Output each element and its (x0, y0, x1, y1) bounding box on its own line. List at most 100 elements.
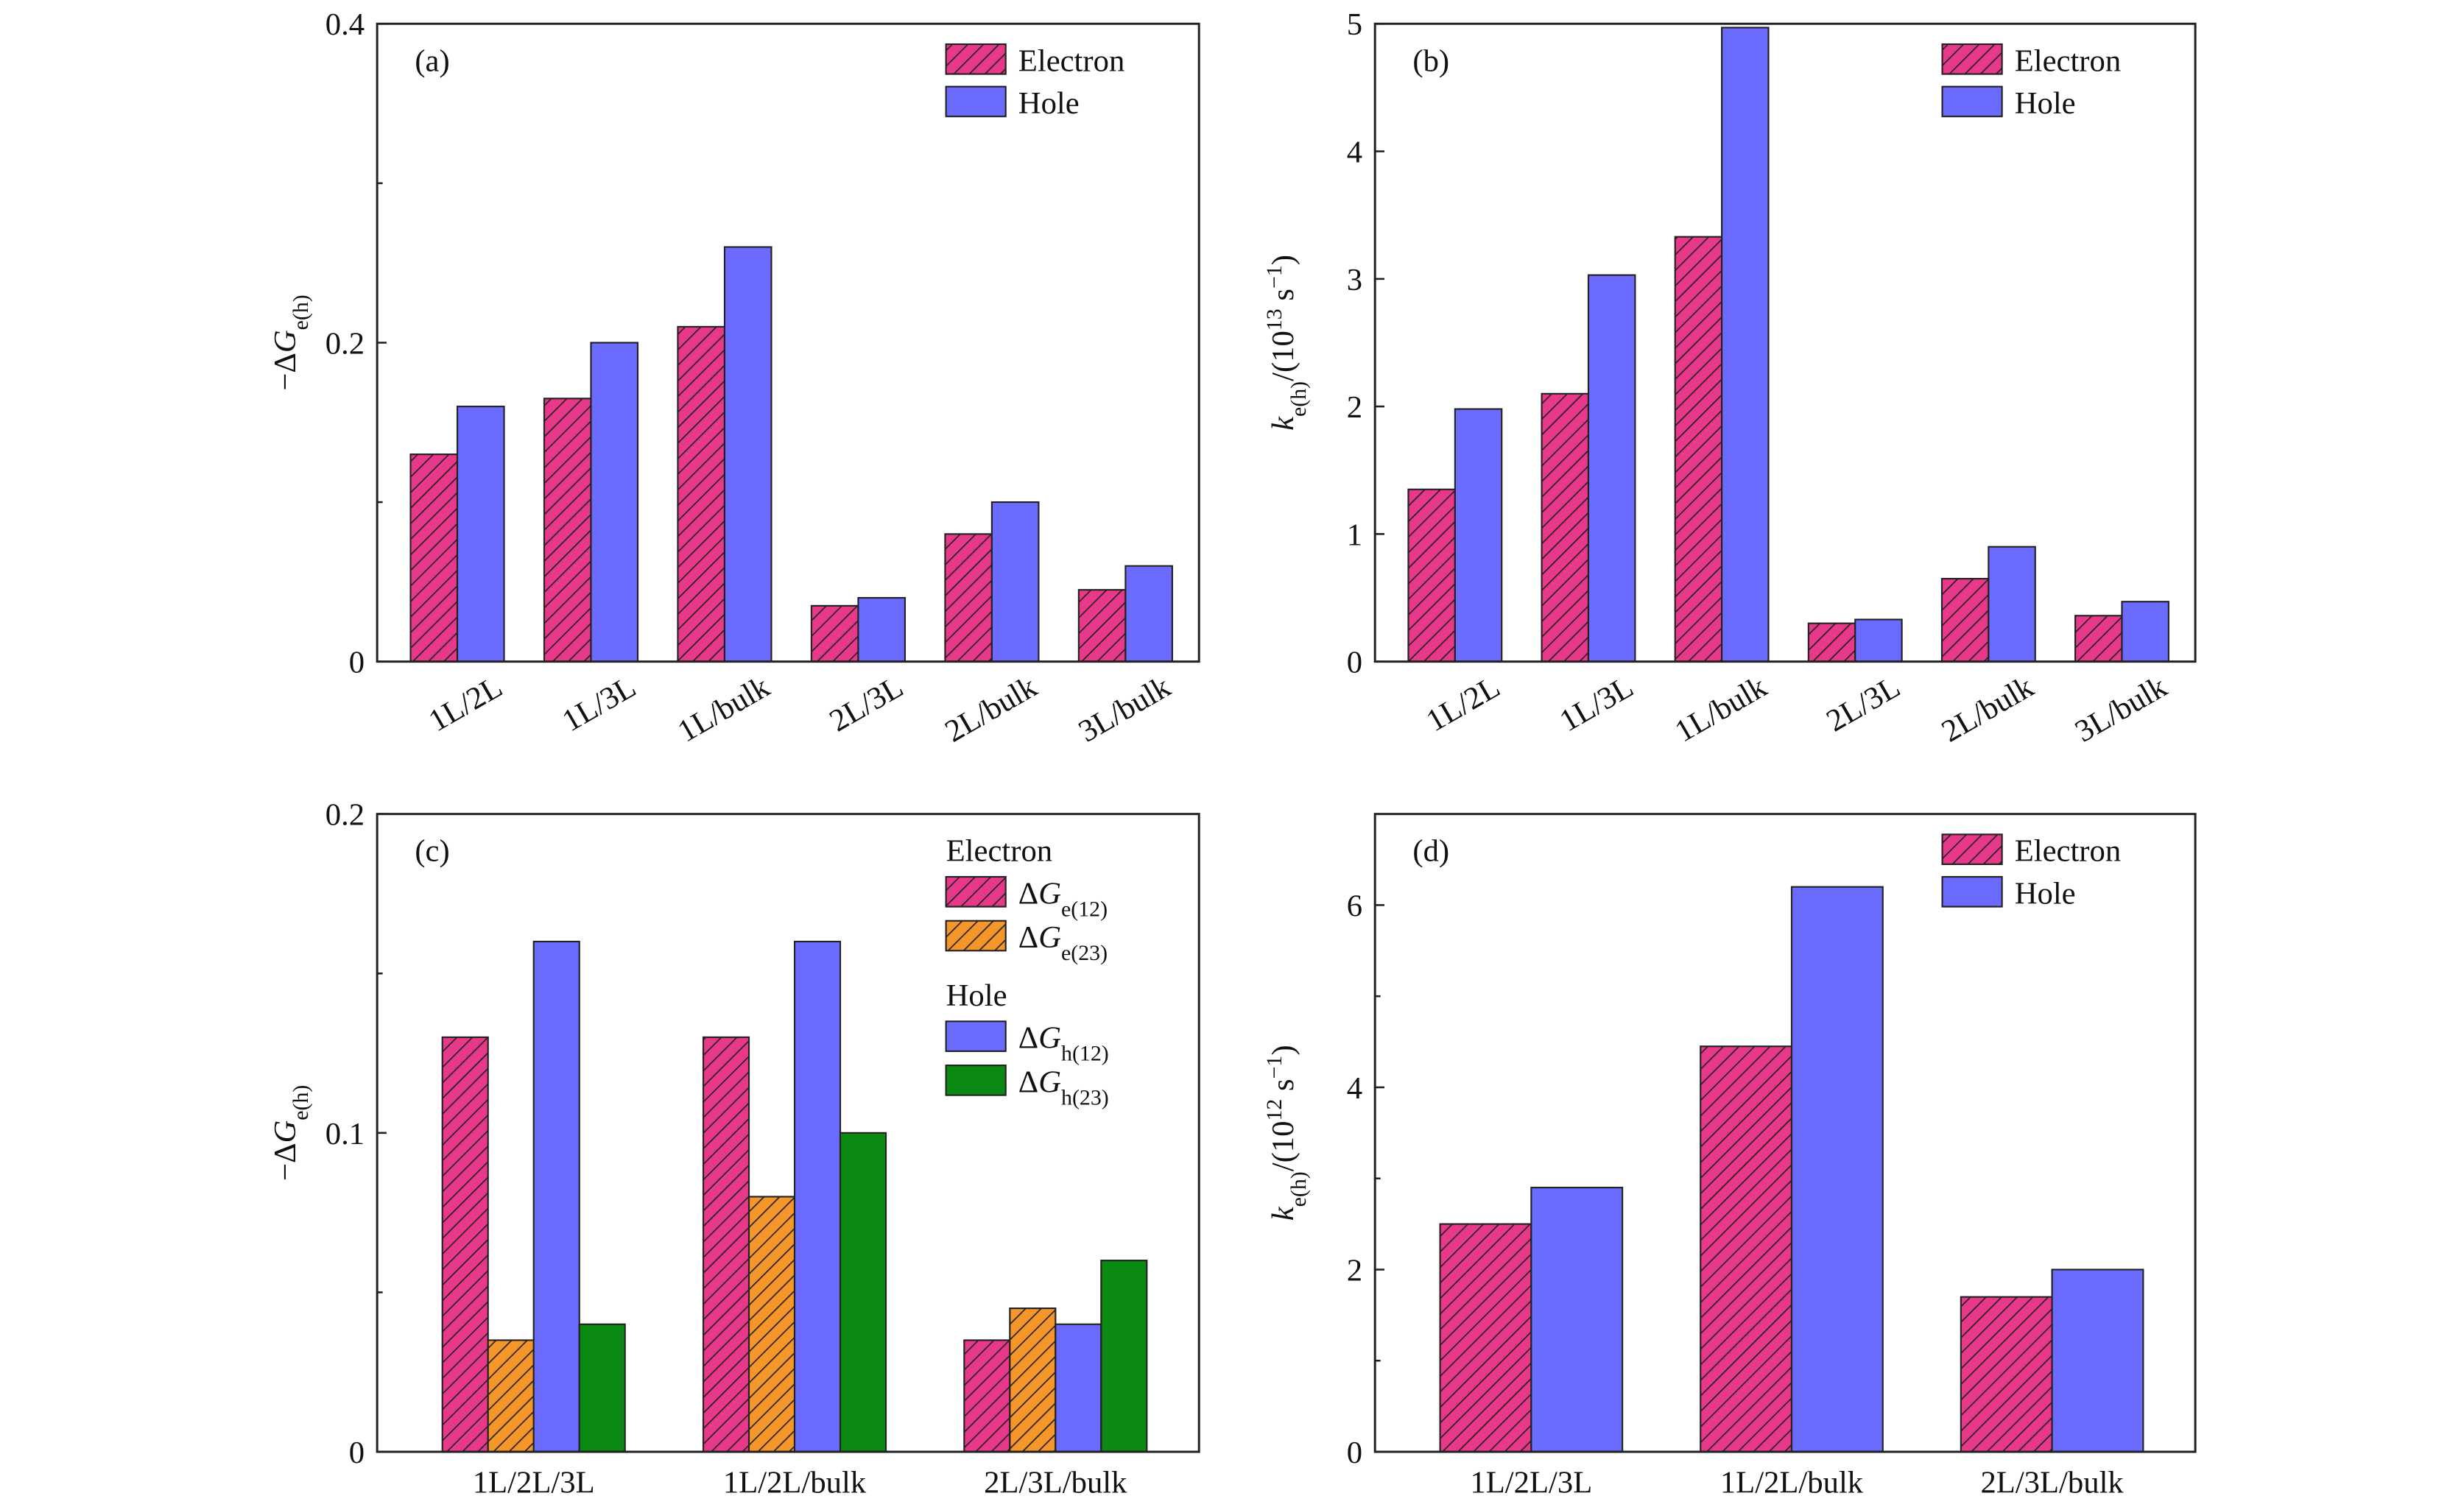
x-tick-label: 2L/3L/bulk (1980, 1466, 2124, 1500)
x-tick-label: 1L/2L/bulk (723, 1466, 867, 1500)
bar (441, 1036, 489, 1453)
y-tick-label: 6 (1347, 889, 1362, 923)
legend-label: ΔGh(12) (1018, 1021, 1109, 1066)
bar (2051, 1268, 2144, 1453)
text-part: e(h) (1286, 381, 1311, 417)
bar (1530, 1187, 1624, 1453)
y-tick-label: 4 (1347, 135, 1362, 170)
x-tick-label: 1L/3L (557, 669, 642, 738)
bar (1807, 622, 1856, 663)
text-part: −1 (1262, 1056, 1286, 1079)
y-tick-label: 0.2 (325, 798, 365, 833)
legend-swatch (945, 1020, 1007, 1052)
y-tick-label: 1 (1347, 518, 1362, 552)
text-part: 13 (1262, 308, 1286, 331)
text-part: G (1038, 1021, 1061, 1056)
bar (1454, 408, 1503, 663)
bar (839, 1132, 887, 1453)
text-part: /(10 (1266, 331, 1300, 381)
legend-swatch (1941, 43, 2003, 75)
bar (456, 406, 505, 663)
x-tick-label: 1L/2L/3L (473, 1466, 595, 1500)
bar (793, 940, 842, 1453)
y-tick-label: 4 (1347, 1071, 1362, 1106)
bar (1541, 392, 1590, 663)
legend-group-title: Hole (946, 978, 1007, 1013)
text-part: Hole (2015, 876, 2076, 911)
x-tick-label: 2L/bulk (939, 669, 1043, 749)
text-part: −1 (1262, 265, 1286, 289)
bar (2121, 601, 2169, 663)
bar (532, 940, 580, 1453)
legend-swatch (945, 875, 1007, 908)
bar (944, 533, 993, 663)
legend-label: Hole (1018, 86, 1080, 121)
legend-swatch (1941, 85, 2003, 118)
x-tick-label: 3L/bulk (2069, 669, 2173, 749)
text-part: 12 (1262, 1099, 1286, 1121)
bar (1790, 886, 1884, 1453)
x-tick-label: 1L/2L/3L (1470, 1466, 1592, 1500)
bar (1100, 1260, 1148, 1453)
text-part: k (1266, 416, 1300, 431)
text-part: G (268, 1120, 303, 1143)
text-part: e(12) (1061, 897, 1108, 921)
legend-label: Electron (2015, 834, 2121, 869)
legend-swatch (945, 43, 1007, 75)
bar (1077, 589, 1127, 663)
x-tick-label: 1L/bulk (672, 669, 776, 749)
x-tick-label: 2L/3L (1820, 669, 1906, 738)
bar (1407, 488, 1456, 663)
legend-swatch (1941, 875, 2003, 908)
text-part: Δ (1018, 876, 1038, 911)
bar (1009, 1307, 1057, 1453)
bar (1700, 1045, 1793, 1453)
y-tick-label: 0 (349, 1436, 365, 1470)
bar (1988, 546, 2036, 663)
bar (1960, 1296, 2053, 1453)
y-tick-label: 2 (1347, 390, 1362, 425)
text-part: G (1038, 1065, 1061, 1099)
x-tick-label: 3L/bulk (1073, 669, 1177, 749)
bar (702, 1036, 750, 1453)
bar (487, 1339, 535, 1453)
text-part: −Δ (268, 1143, 303, 1182)
y-tick-label: 0.1 (325, 1117, 365, 1151)
bar (543, 398, 592, 663)
legend-label: Hole (2015, 86, 2076, 121)
bar (590, 342, 639, 663)
y-tick-label: 0 (1347, 1436, 1362, 1470)
text-part: −Δ (268, 353, 303, 390)
bar (1674, 236, 1723, 663)
bar (747, 1196, 796, 1453)
bar (963, 1339, 1011, 1453)
text-part: Δ (1018, 920, 1038, 955)
y-tick-label: 0.2 (325, 326, 365, 361)
x-tick-label: 2L/3L/bulk (984, 1466, 1127, 1500)
text-part: s (1266, 1079, 1300, 1098)
text-part: h(12) (1061, 1041, 1109, 1065)
x-tick-label: 1L/2L (1421, 669, 1506, 738)
legend-label: Electron (2015, 43, 2121, 78)
text-part: ) (1266, 255, 1300, 265)
legend-swatch (945, 1065, 1007, 1096)
text-part: Electron (2015, 834, 2121, 869)
legend-swatch (945, 920, 1007, 952)
y-tick-label: 2 (1347, 1253, 1362, 1288)
bar (578, 1323, 626, 1453)
x-tick-label: 1L/bulk (1669, 669, 1773, 749)
text-part: Electron (1018, 43, 1124, 78)
text-part: e(h) (289, 294, 313, 330)
y-tick-label: 0 (1347, 646, 1362, 680)
bar (1854, 618, 1903, 663)
y-tick-label: 5 (1347, 7, 1362, 42)
x-tick-label: 2L/bulk (1936, 669, 2040, 749)
legend-label: Electron (1018, 43, 1124, 78)
text-part: k (1266, 1206, 1300, 1221)
x-tick-label: 1L/3L (1554, 669, 1639, 738)
text-part: G (1038, 876, 1061, 911)
text-part: /(10 (1266, 1121, 1300, 1172)
x-tick-label: 2L/3L (824, 669, 909, 738)
